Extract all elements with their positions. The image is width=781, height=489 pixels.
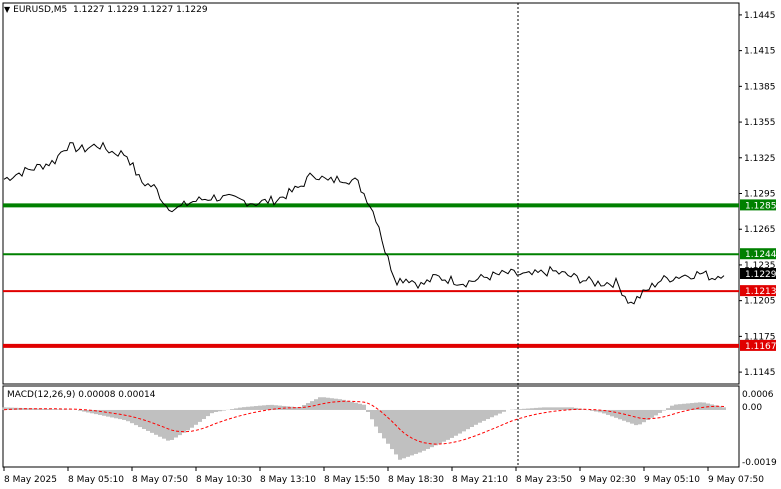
- level-price-tag: [740, 339, 776, 351]
- time-tick-label: 8 May 10:30: [196, 475, 252, 485]
- time-tick-label: 8 May 21:10: [452, 475, 508, 485]
- level-price-text: 1.1213: [745, 287, 777, 297]
- symbol-header: ▼ EURUSD,M5 1.1227 1.1229 1.1227 1.1229: [4, 5, 208, 15]
- time-tick-label: 8 May 2025: [4, 475, 57, 485]
- level-price-text: 1.1244: [745, 250, 777, 260]
- time-tick-label: 8 May 05:10: [68, 475, 124, 485]
- price-tick-label: 1.1265: [744, 225, 776, 235]
- price-tick-label: 1.1325: [744, 154, 776, 164]
- level-price-text: 1.1285: [745, 201, 777, 211]
- level-price-tag: [740, 248, 776, 260]
- symbol-label: EURUSD,M5: [13, 5, 68, 15]
- time-tick-label: 8 May 15:50: [324, 475, 380, 485]
- price-axis: 1.14451.14151.13851.13551.13251.12951.12…: [739, 11, 776, 378]
- time-tick-label: 9 May 02:30: [580, 475, 636, 485]
- price-tick-label: 1.1205: [744, 297, 776, 307]
- price-line: [3, 141, 725, 305]
- price-tick-label: 1.1355: [744, 118, 776, 128]
- level-price-tag: [740, 199, 776, 211]
- macd-histogram: [2, 397, 726, 460]
- time-axis: 8 May 2025 8 May 05:10 8 May 07:50 8 May 10…: [3, 467, 764, 485]
- price-tick-label: 1.1175: [744, 332, 776, 342]
- macd-signal-line: [3, 400, 725, 445]
- price-tick-label: 1.1415: [744, 47, 776, 57]
- time-tick-label: 8 May 13:10: [260, 475, 316, 485]
- macd-axis-label-zero: 0.00: [742, 403, 762, 413]
- time-tick-label: 9 May 05:10: [644, 475, 700, 485]
- level-price-text: 1.1167: [745, 342, 777, 352]
- time-tick-label: 8 May 07:50: [132, 475, 188, 485]
- price-tick-label: 1.1385: [744, 82, 776, 92]
- time-tick-label: 8 May 18:30: [388, 475, 444, 485]
- current-price-label: 1.1229: [740, 268, 777, 280]
- macd-axis-label-top: 0.0006: [742, 390, 774, 400]
- time-tick-label: 8 May 23:50: [516, 475, 572, 485]
- price-tick-label: 1.1445: [744, 11, 776, 21]
- price-pane-frame: [2, 2, 740, 385]
- macd-axis-label-bottom: -0.0019: [742, 458, 777, 468]
- level-price-tag: [740, 285, 776, 297]
- macd-title: MACD(12,26,9) 0.00008 0.00014: [7, 390, 156, 400]
- ohlc-values: 1.1227 1.1229 1.1227 1.1229: [73, 5, 208, 15]
- price-tick-label: 1.1295: [744, 190, 776, 200]
- macd-axis: 0.0006 0.00 -0.0019: [742, 390, 777, 468]
- price-tick-label: 1.1145: [744, 368, 776, 378]
- macd-pane-frame: [2, 385, 740, 468]
- dropdown-arrow-icon[interactable]: ▼: [4, 5, 11, 14]
- current-price-text: 1.1229: [745, 270, 777, 280]
- support-resistance-levels[interactable]: 1.1285 1.1244 1.1213 1.1167: [3, 199, 777, 352]
- price-tick-label: 1.1235: [744, 261, 776, 271]
- time-tick-label: 9 May 07:50: [708, 475, 764, 485]
